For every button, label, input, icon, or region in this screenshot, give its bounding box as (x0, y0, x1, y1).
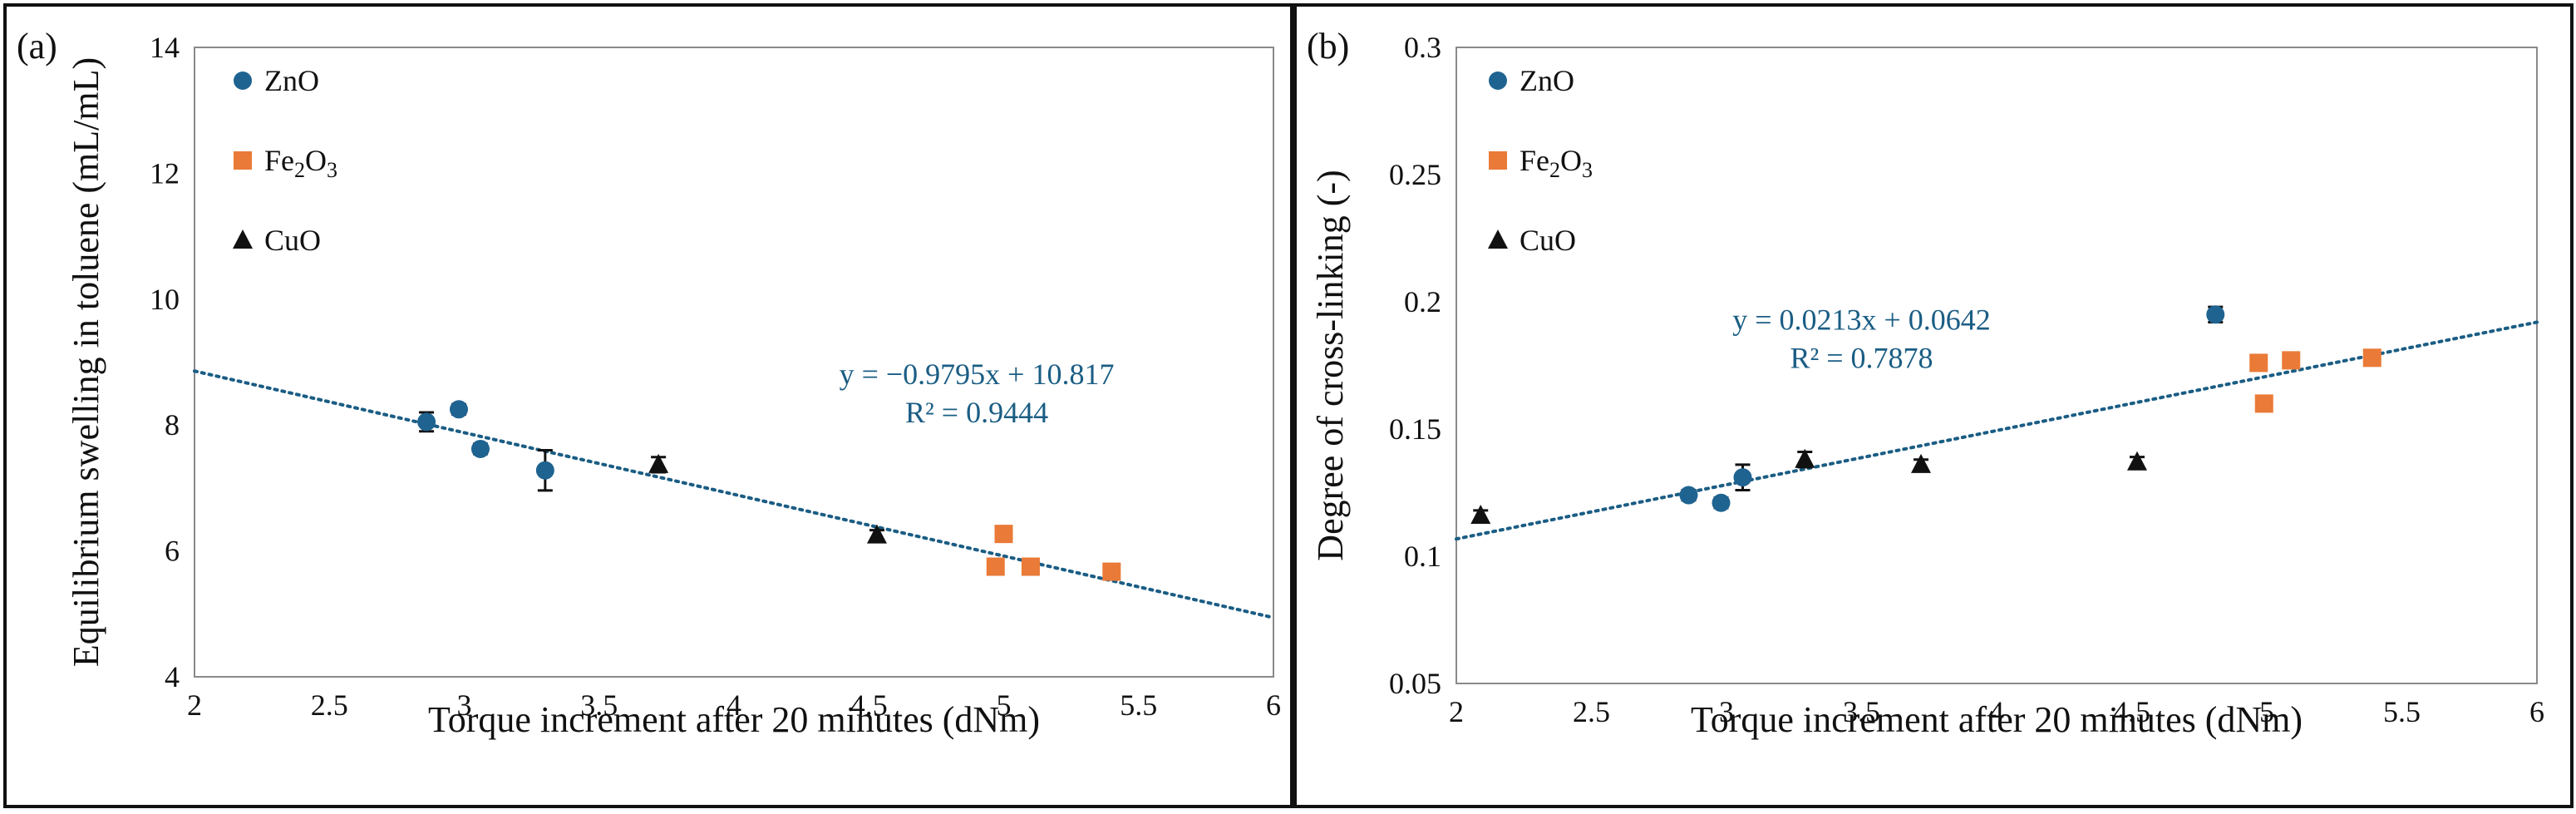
data-point-cuo (648, 453, 669, 473)
panel-a-x-axis-title: Torque increment after 20 minutes (dNm) (428, 699, 1040, 740)
panel-b-label: (b) (1307, 26, 1349, 67)
data-point-cuo (2127, 451, 2147, 471)
panel-b-equation: y = 0.0213x + 0.0642 (1732, 303, 1991, 337)
panel-a-equation: y = −0.9795x + 10.817 (840, 358, 1115, 391)
x-tick-label: 6 (2529, 695, 2544, 728)
x-tick-label: 4.5 (2113, 695, 2150, 728)
data-point-fe2o3 (1021, 557, 1040, 576)
y-tick-label: 0.25 (1389, 158, 1441, 191)
legend-label-cuo: CuO (264, 224, 321, 257)
legend-label-fe2o3: Fe2O3 (264, 144, 337, 182)
data-point-fe2o3 (2362, 348, 2381, 368)
legend-marker-fe2o3 (234, 151, 252, 170)
panel-a-plot-area (194, 47, 1274, 678)
panel-a-r-squared: R² = 0.9444 (905, 396, 1048, 429)
trendline (1455, 320, 2539, 541)
y-tick-label: 0.15 (1389, 412, 1441, 446)
data-point-zno (1733, 468, 1752, 487)
data-point-cuo (866, 524, 887, 544)
panel-b-y-axis-title: Degree of cross-linking (-) (1310, 170, 1351, 560)
legend-label-zno: ZnO (264, 64, 319, 97)
y-tick-label: 0.05 (1389, 667, 1441, 700)
data-point-fe2o3 (994, 525, 1013, 544)
data-point-cuo (1795, 448, 1815, 468)
panel-a-trendline-group (193, 369, 1275, 619)
panel-a-x-ticks: 2 2.5 3 3.5 4 4.5 5 5.5 6 (187, 688, 1281, 722)
data-point-fe2o3 (2254, 394, 2273, 413)
legend-marker-zno (234, 72, 252, 90)
data-point-fe2o3 (2282, 351, 2301, 370)
x-tick-label: 6 (1266, 688, 1281, 722)
legend-marker-fe2o3 (1489, 151, 1507, 170)
y-tick-label: 4 (165, 660, 180, 693)
panel-a-legend: ZnO Fe2O3 CuO (233, 64, 337, 257)
data-point-zno (450, 400, 469, 419)
panel-b-y-ticks: 0.05 0.1 0.15 0.2 0.25 0.3 (1389, 31, 1441, 700)
x-tick-label: 4 (1989, 695, 2004, 728)
panel-b-points (1470, 305, 2381, 525)
y-tick-label: 0.2 (1404, 285, 1441, 318)
x-tick-label: 5.5 (1120, 688, 1157, 722)
x-tick-label: 3.5 (580, 688, 618, 722)
y-tick-label: 14 (150, 31, 180, 64)
x-tick-label: 4.5 (850, 688, 888, 722)
panel-b-x-axis-title: Torque increment after 20 minutes (dNm) (1691, 699, 2303, 740)
legend-label-cuo: CuO (1519, 224, 1576, 257)
data-point-zno (417, 412, 436, 432)
panel-b-r-squared: R² = 0.7878 (1790, 342, 1933, 375)
x-tick-label: 2 (1449, 695, 1464, 728)
data-point-zno (2206, 305, 2225, 324)
data-point-cuo (1911, 453, 1931, 473)
panel-a-frame (3, 3, 1293, 808)
panel-a-y-ticks: 4 6 8 10 12 14 (150, 31, 180, 693)
x-tick-label: 5 (997, 688, 1012, 722)
legend-marker-cuo (1488, 229, 1508, 249)
data-point-fe2o3 (1102, 562, 1121, 581)
data-point-cuo (1470, 505, 1491, 525)
x-tick-label: 2 (187, 688, 202, 722)
y-tick-label: 12 (150, 156, 180, 190)
x-tick-label: 3 (457, 688, 472, 722)
trendline (193, 369, 1275, 619)
panel-a: (a) 4 6 8 10 12 14 2 2.5 3 3.5 4 4.5 5 5.5 6 ZnO Fe2O3… (17, 26, 1281, 740)
panel-a-label: (a) (17, 26, 57, 67)
panel-a-y-axis-title: Equilibrium swelling in toluene (mL/mL) (66, 57, 106, 667)
data-point-zno (470, 439, 490, 458)
legend-marker-zno (1489, 72, 1507, 90)
y-tick-label: 8 (165, 408, 180, 442)
panel-b: (b) 0.05 0.1 0.15 0.2 0.25 0.3 2 2.5 3 3.5 4 4.5 5 5… (1307, 26, 2544, 740)
legend-label-fe2o3: Fe2O3 (1519, 144, 1593, 182)
legend-label-zno: ZnO (1519, 64, 1574, 97)
panel-a-points (417, 400, 1121, 581)
panel-b-plot-area (1455, 47, 2538, 684)
x-tick-label: 5.5 (2383, 695, 2421, 728)
legend-marker-cuo (233, 229, 253, 249)
data-point-fe2o3 (2249, 353, 2268, 372)
data-point-zno (1712, 493, 1731, 512)
y-tick-label: 6 (165, 535, 180, 568)
x-tick-label: 3.5 (1843, 695, 1880, 728)
y-tick-label: 0.3 (1404, 31, 1441, 64)
x-tick-label: 2.5 (311, 688, 348, 722)
panel-b-trendline-group (1455, 320, 2539, 541)
y-tick-label: 0.1 (1404, 540, 1441, 573)
data-point-zno (535, 461, 554, 480)
y-tick-label: 10 (150, 283, 180, 316)
x-tick-label: 5 (2259, 695, 2274, 728)
x-tick-label: 3 (1719, 695, 1734, 728)
data-point-zno (1679, 486, 1698, 505)
x-tick-label: 2.5 (1573, 695, 1610, 728)
panel-b-frame (1293, 3, 2574, 808)
data-point-fe2o3 (986, 557, 1005, 576)
panel-b-legend: ZnO Fe2O3 CuO (1488, 64, 1593, 257)
panel-b-x-ticks: 2 2.5 3 3.5 4 4.5 5 5.5 6 (1449, 695, 2544, 728)
x-tick-label: 4 (727, 688, 741, 722)
